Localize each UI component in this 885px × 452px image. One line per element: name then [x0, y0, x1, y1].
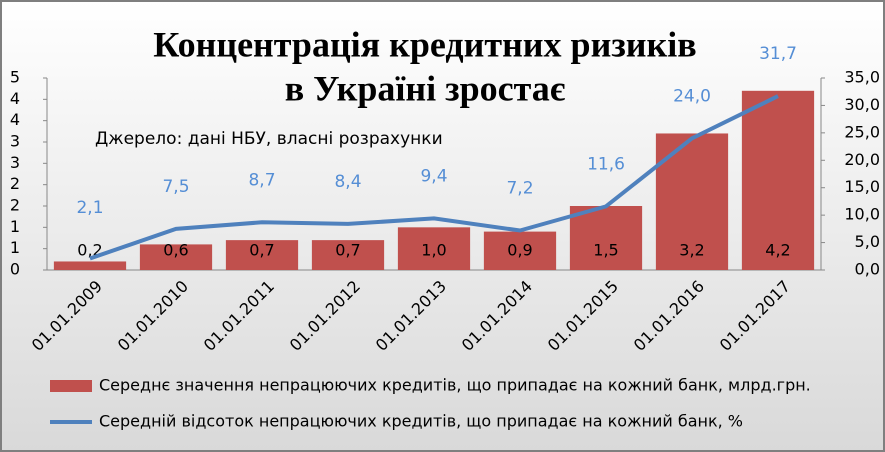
bar [53, 261, 127, 270]
bar-label: 1,5 [593, 241, 618, 260]
y-tick-label: 5 [10, 68, 20, 87]
legend-label: Середній відсоток непрацюючих кредитів, … [99, 412, 743, 431]
y-tick-label: 1 [10, 238, 20, 257]
line-label: 9,4 [420, 166, 447, 186]
chart-title: Концентрація кредитних ризиків [153, 24, 696, 64]
bar [569, 206, 643, 270]
y-tick-label: 1 [10, 217, 20, 236]
y2-tick-label: 0,0 [855, 260, 880, 279]
bar-label: 1,0 [421, 241, 446, 260]
bar [311, 240, 385, 270]
line-label: 2,1 [76, 198, 103, 218]
bar-label: 0,7 [335, 241, 360, 260]
y2-tick-label: 25,0 [844, 122, 880, 141]
y-tick-label: 3 [10, 153, 20, 172]
legend-swatch [50, 380, 92, 392]
y-tick-label: 4 [10, 110, 20, 129]
line-label: 24,0 [673, 86, 711, 106]
bar [483, 231, 557, 270]
bar [397, 227, 471, 270]
bar-label: 0,7 [249, 241, 274, 260]
y-tick-label: 2 [10, 196, 20, 215]
bar-label: 4,2 [765, 241, 790, 260]
bar-label: 0,6 [163, 241, 188, 260]
chart-title: в Україні зростає [285, 68, 566, 108]
y2-tick-label: 10,0 [844, 205, 880, 224]
bar-label: 3,2 [679, 241, 704, 260]
line [89, 94, 779, 261]
line-label: 8,4 [334, 172, 361, 192]
line-label: 31,7 [759, 44, 797, 64]
line-label: 7,2 [506, 179, 533, 199]
y-tick-label: 2 [10, 174, 20, 193]
bar [741, 90, 815, 270]
bar [139, 244, 213, 270]
annotation: Джерело: дані НБУ, власні розрахунки [95, 129, 443, 149]
bar [225, 240, 299, 270]
y-tick-label: 3 [10, 132, 20, 151]
y-tick-label: 0 [10, 260, 20, 279]
y-tick-label: 4 [10, 89, 20, 108]
y2-tick-label: 30,0 [844, 95, 880, 114]
y2-tick-label: 5,0 [855, 232, 880, 251]
bar-label: 0,9 [507, 241, 532, 260]
y2-tick-label: 20,0 [844, 150, 880, 169]
line-label: 7,5 [162, 177, 189, 197]
legend-label: Середнє значення непрацюючих кредитів, щ… [99, 376, 811, 395]
line-label: 8,7 [248, 170, 275, 190]
y2-tick-label: 15,0 [844, 177, 880, 196]
line-label: 11,6 [587, 154, 625, 174]
y2-tick-label: 35,0 [844, 68, 880, 87]
